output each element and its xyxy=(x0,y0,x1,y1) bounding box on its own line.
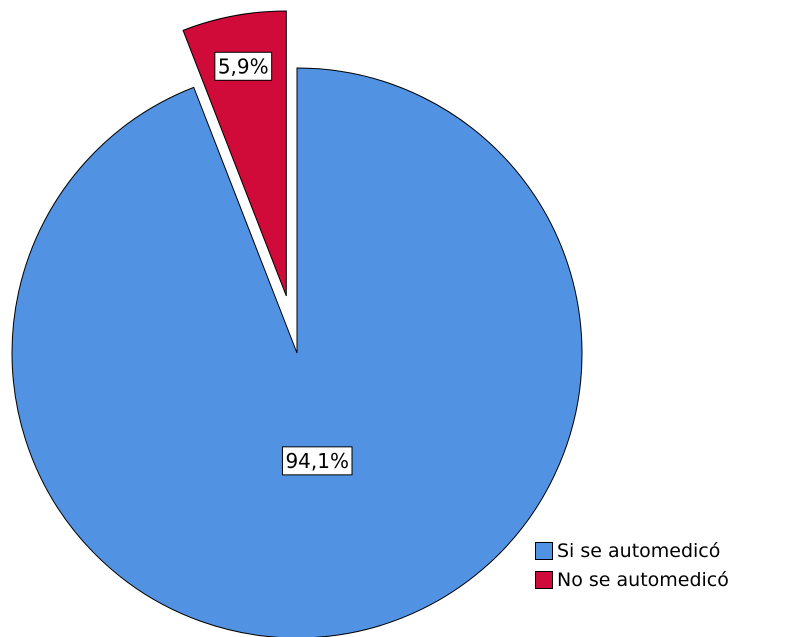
legend-swatch-no-se-automedico xyxy=(535,570,553,589)
legend-item-si-se-automedico: Si se automedicó xyxy=(535,536,729,565)
data-label-box xyxy=(281,446,353,476)
data-label-text: 94,1% xyxy=(285,449,349,473)
data-label-box xyxy=(214,51,273,81)
data-labels-layer: 94,1% 5,9% xyxy=(214,51,353,476)
legend-label-si-se-automedico: Si se automedicó xyxy=(557,539,721,562)
legend-item-no-se-automedico: No se automedicó xyxy=(535,565,729,594)
data-label-si-se-automedico: 94,1% xyxy=(281,446,353,476)
data-label-no-se-automedico: 5,9% xyxy=(214,51,273,81)
legend-label-no-se-automedico: No se automedicó xyxy=(557,568,729,591)
data-label-text: 5,9% xyxy=(218,54,269,78)
pie-slice-si-se-automedico xyxy=(11,67,583,637)
legend-swatch-si-se-automedico xyxy=(535,541,553,560)
slices-layer xyxy=(11,10,583,637)
pie-slice-no-se-automedico xyxy=(182,10,287,297)
legend: Si se automedicó No se automedicó xyxy=(535,536,729,594)
